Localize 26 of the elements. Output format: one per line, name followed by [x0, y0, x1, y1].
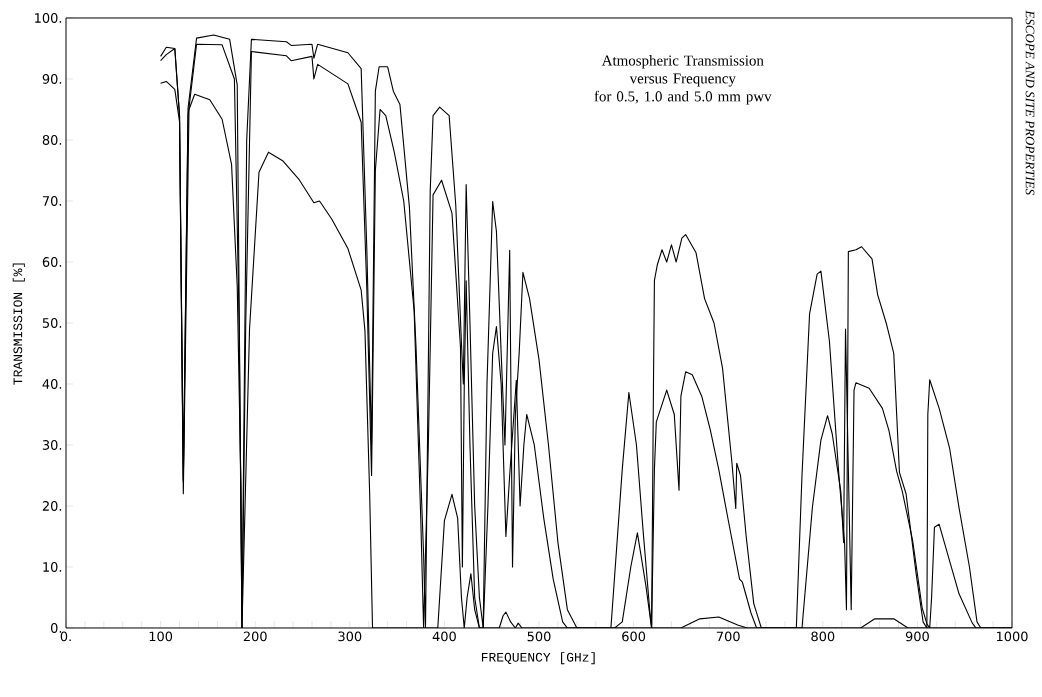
y-tick-label: 10.	[43, 562, 62, 572]
y-tick-label: 100.	[35, 13, 62, 23]
y-tick-label: 20.	[42, 501, 62, 511]
text: ESCOPE AND SITE PROPERTIES	[1025, 10, 1035, 195]
x-tick-label: 0.	[60, 631, 71, 642]
x-axis-title: FREQUENCY [GHz]	[481, 652, 595, 665]
y-tick-label: 70.	[42, 196, 62, 206]
x-tick-label: 200	[243, 631, 267, 642]
x-tick-label: 700	[716, 631, 740, 642]
y-tick-label: 0.	[50, 623, 62, 633]
y-tick-label: 40.	[42, 379, 62, 389]
x-tick-label: 100	[149, 631, 173, 642]
text: for 0.5, 1.0 and 5.0 mm pwv	[594, 90, 772, 105]
y-tick-label: 80.	[42, 135, 62, 145]
y-tick-label: 60.	[42, 257, 62, 267]
y-tick-label: 30.	[42, 440, 62, 450]
x-tick-label: 500	[527, 631, 551, 642]
x-tick-label: 1000	[996, 631, 1028, 642]
x-tick-label: 600	[622, 631, 646, 642]
x-tick-label: 900	[905, 631, 929, 642]
x-tick-label: 400	[432, 631, 456, 642]
x-tick-label: 800	[811, 631, 835, 642]
y-tick-label: 90.	[42, 74, 62, 84]
x-tick-label: 300	[338, 631, 362, 642]
y-axis-title: TRANSMISSION [%]	[12, 263, 25, 385]
y-tick-label: 50.	[42, 318, 62, 328]
